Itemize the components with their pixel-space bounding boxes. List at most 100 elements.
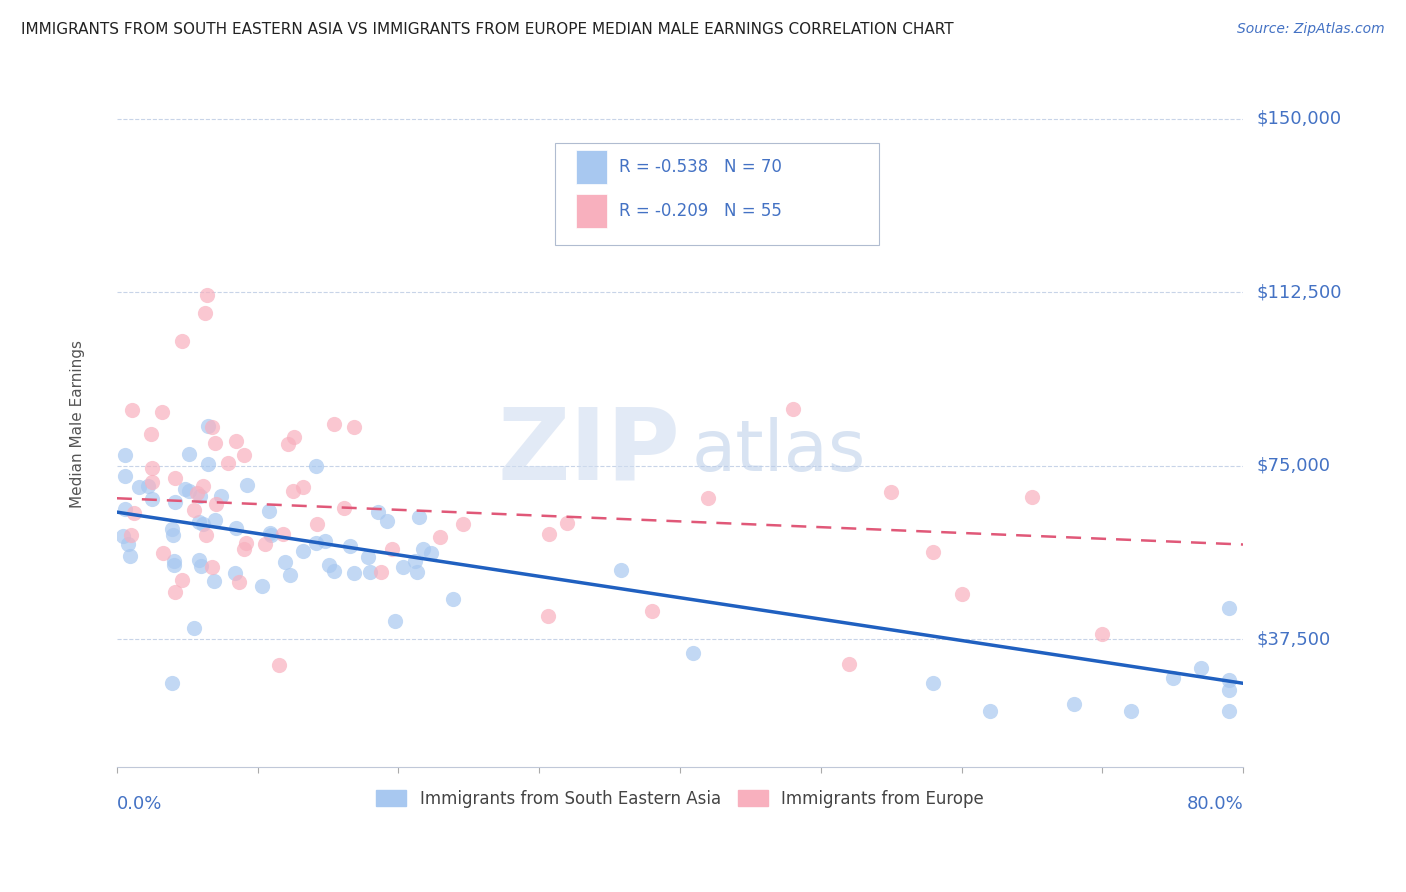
Point bbox=[1189, 661, 1212, 675]
Point bbox=[343, 420, 366, 434]
Point bbox=[232, 541, 254, 556]
Point bbox=[610, 563, 633, 577]
Point bbox=[204, 436, 226, 450]
Point bbox=[141, 460, 163, 475]
Point bbox=[188, 490, 211, 504]
Point bbox=[782, 402, 804, 417]
Point bbox=[150, 405, 173, 419]
Point bbox=[114, 469, 136, 483]
Point bbox=[209, 489, 232, 503]
Point bbox=[202, 574, 225, 589]
Point bbox=[277, 437, 299, 451]
Point bbox=[406, 565, 429, 579]
Point bbox=[197, 457, 219, 471]
Point bbox=[537, 608, 560, 623]
Point bbox=[204, 513, 226, 527]
Point bbox=[186, 485, 208, 500]
Point bbox=[163, 585, 186, 599]
Point bbox=[163, 554, 186, 568]
Point bbox=[278, 567, 301, 582]
Point bbox=[343, 566, 366, 581]
Text: $37,500: $37,500 bbox=[1257, 631, 1331, 648]
Point bbox=[412, 541, 434, 556]
Point bbox=[273, 555, 295, 569]
Point bbox=[322, 417, 344, 431]
Point bbox=[880, 484, 903, 499]
Point bbox=[236, 478, 259, 492]
Point bbox=[195, 287, 218, 301]
Point bbox=[165, 495, 187, 509]
Point bbox=[408, 509, 430, 524]
Point bbox=[260, 527, 283, 541]
Text: 0.0%: 0.0% bbox=[117, 796, 162, 814]
Point bbox=[174, 483, 197, 497]
Point bbox=[283, 483, 305, 498]
Point bbox=[177, 484, 200, 499]
Point bbox=[333, 501, 356, 516]
Text: Source: ZipAtlas.com: Source: ZipAtlas.com bbox=[1237, 22, 1385, 37]
Point bbox=[538, 527, 561, 541]
Point bbox=[162, 676, 184, 690]
Point bbox=[1021, 490, 1043, 504]
Point bbox=[183, 621, 205, 635]
Point bbox=[269, 657, 291, 672]
Point bbox=[314, 533, 336, 548]
Point bbox=[1218, 673, 1240, 687]
Point bbox=[188, 553, 211, 567]
Point bbox=[224, 566, 246, 580]
Point bbox=[271, 527, 294, 541]
Point bbox=[357, 550, 380, 565]
Point bbox=[191, 516, 214, 531]
Point bbox=[141, 475, 163, 489]
Point bbox=[950, 587, 973, 601]
Point bbox=[235, 536, 257, 550]
Point bbox=[179, 446, 201, 460]
Text: R = -0.538   N = 70: R = -0.538 N = 70 bbox=[619, 158, 782, 176]
Point bbox=[420, 546, 443, 560]
Point bbox=[124, 506, 146, 520]
Point bbox=[441, 592, 464, 607]
Point bbox=[1218, 682, 1240, 697]
Point bbox=[323, 564, 346, 578]
Point bbox=[375, 514, 398, 528]
Point bbox=[1218, 600, 1240, 615]
Text: atlas: atlas bbox=[692, 417, 866, 486]
Point bbox=[162, 528, 184, 542]
Text: IMMIGRANTS FROM SOUTH EASTERN ASIA VS IMMIGRANTS FROM EUROPE MEDIAN MALE EARNING: IMMIGRANTS FROM SOUTH EASTERN ASIA VS IM… bbox=[21, 22, 953, 37]
Point bbox=[557, 516, 579, 531]
Point bbox=[339, 539, 361, 553]
Point bbox=[292, 544, 315, 558]
Point bbox=[359, 565, 381, 579]
Point bbox=[204, 497, 226, 511]
Point bbox=[292, 480, 315, 494]
Point bbox=[200, 560, 222, 574]
Point bbox=[259, 526, 281, 541]
Point bbox=[1218, 704, 1240, 718]
Point bbox=[257, 504, 280, 518]
Point bbox=[697, 491, 720, 506]
Point bbox=[152, 546, 174, 560]
Point bbox=[188, 515, 211, 529]
Point bbox=[922, 676, 945, 690]
Point bbox=[305, 536, 328, 550]
Point bbox=[128, 480, 150, 494]
Point bbox=[404, 554, 426, 568]
Point bbox=[922, 545, 945, 559]
Point bbox=[1091, 626, 1114, 640]
Point bbox=[194, 528, 217, 542]
Point bbox=[165, 471, 187, 485]
Point bbox=[1119, 704, 1142, 718]
Point bbox=[163, 558, 186, 572]
Point bbox=[370, 565, 392, 579]
Point bbox=[201, 419, 224, 434]
Point bbox=[641, 604, 664, 618]
Text: $150,000: $150,000 bbox=[1257, 110, 1341, 128]
Point bbox=[114, 448, 136, 462]
Point bbox=[384, 615, 406, 629]
Point bbox=[1063, 697, 1085, 711]
Point bbox=[141, 492, 163, 507]
Text: $112,500: $112,500 bbox=[1257, 284, 1343, 301]
Point bbox=[162, 522, 184, 536]
Legend: Immigrants from South Eastern Asia, Immigrants from Europe: Immigrants from South Eastern Asia, Immi… bbox=[370, 783, 990, 814]
Point bbox=[172, 334, 194, 348]
